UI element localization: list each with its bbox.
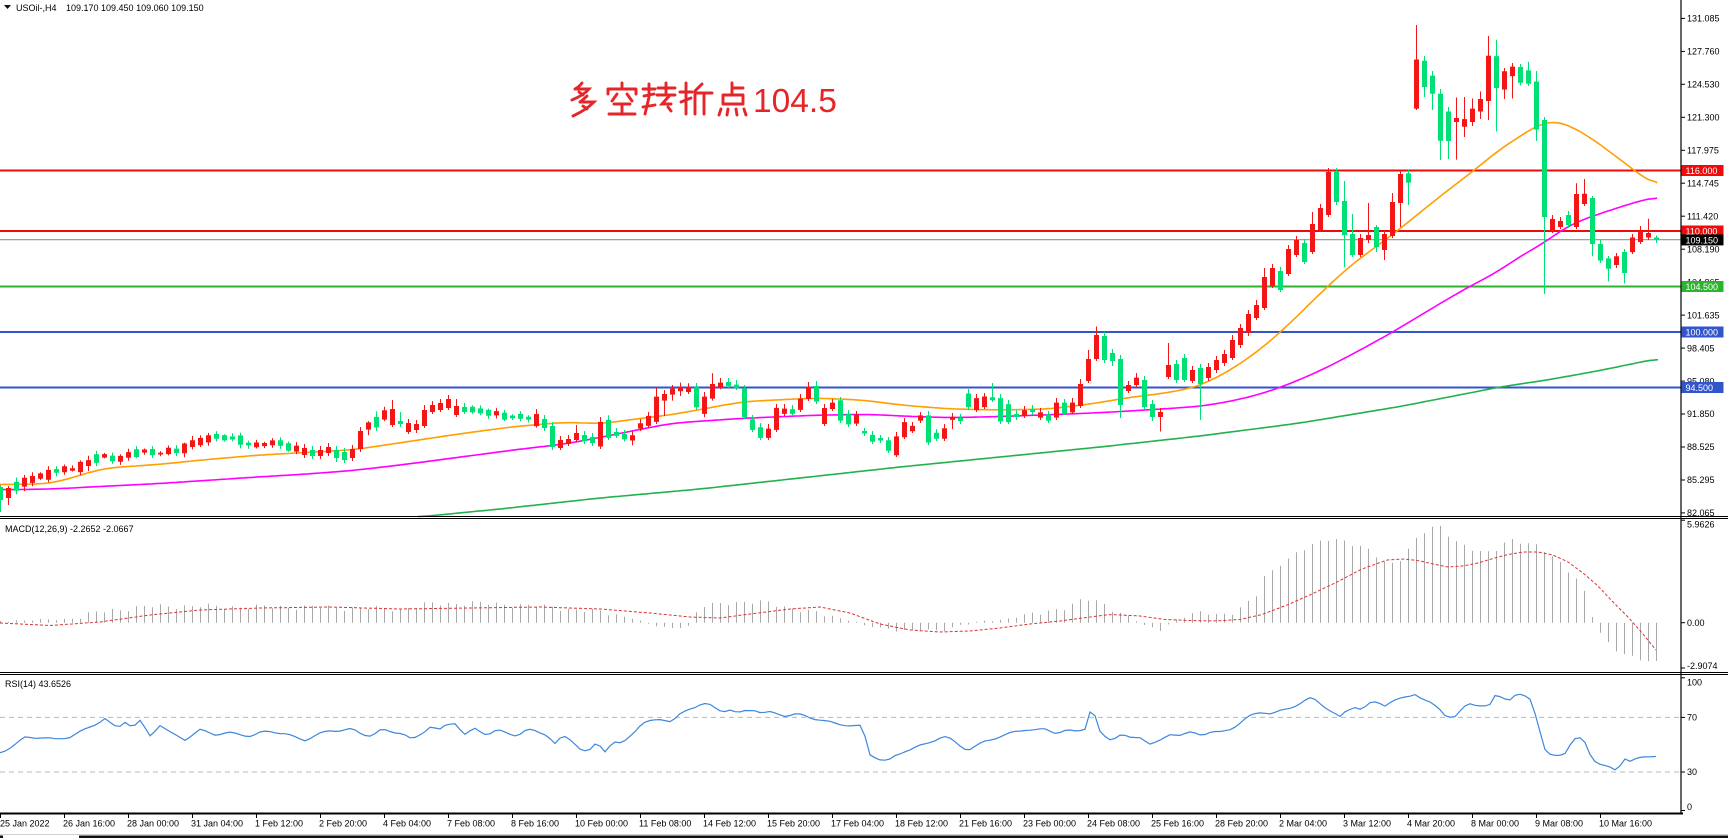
svg-text:2 Feb 20:00: 2 Feb 20:00 bbox=[319, 819, 367, 829]
svg-text:17 Feb 04:00: 17 Feb 04:00 bbox=[831, 819, 884, 829]
svg-text:94.500: 94.500 bbox=[1686, 383, 1714, 393]
svg-text:8 Mar 00:00: 8 Mar 00:00 bbox=[1471, 819, 1519, 829]
svg-text:MACD(12,26,9) -2.2652 -2.0667: MACD(12,26,9) -2.2652 -2.0667 bbox=[5, 524, 134, 534]
svg-text:15 Feb 20:00: 15 Feb 20:00 bbox=[767, 819, 820, 829]
svg-text:100: 100 bbox=[1687, 678, 1702, 688]
svg-text:101.635: 101.635 bbox=[1687, 310, 1720, 320]
svg-text:108.190: 108.190 bbox=[1687, 244, 1720, 254]
svg-text:10 Feb 00:00: 10 Feb 00:00 bbox=[575, 819, 628, 829]
svg-text:91.850: 91.850 bbox=[1687, 409, 1715, 419]
svg-text:26 Jan 16:00: 26 Jan 16:00 bbox=[63, 819, 115, 829]
svg-text:114.745: 114.745 bbox=[1687, 178, 1719, 188]
svg-text:124.530: 124.530 bbox=[1687, 80, 1720, 90]
svg-text:8 Feb 16:00: 8 Feb 16:00 bbox=[511, 819, 559, 829]
svg-text:127.760: 127.760 bbox=[1687, 47, 1720, 57]
svg-text:RSI(14) 43.6526: RSI(14) 43.6526 bbox=[5, 679, 71, 689]
svg-text:110.000: 110.000 bbox=[1686, 226, 1718, 236]
svg-text:25 Jan 2022: 25 Jan 2022 bbox=[0, 819, 50, 829]
svg-text:18 Feb 12:00: 18 Feb 12:00 bbox=[895, 819, 948, 829]
svg-text:104.500: 104.500 bbox=[1686, 282, 1719, 292]
svg-text:100.000: 100.000 bbox=[1686, 327, 1719, 337]
svg-text:7 Feb 08:00: 7 Feb 08:00 bbox=[447, 819, 495, 829]
svg-text:109.150: 109.150 bbox=[1686, 235, 1719, 245]
svg-text:109.170 109.450 109.060 109.15: 109.170 109.450 109.060 109.150 bbox=[66, 3, 204, 13]
svg-text:1 Feb 12:00: 1 Feb 12:00 bbox=[255, 819, 303, 829]
svg-text:121.300: 121.300 bbox=[1687, 113, 1720, 123]
svg-text:28 Feb 20:00: 28 Feb 20:00 bbox=[1215, 819, 1268, 829]
svg-text:82.065: 82.065 bbox=[1687, 508, 1715, 518]
svg-text:88.525: 88.525 bbox=[1687, 442, 1715, 452]
svg-text:70: 70 bbox=[1687, 713, 1697, 723]
svg-text:21 Feb 16:00: 21 Feb 16:00 bbox=[959, 819, 1012, 829]
svg-text:5.9626: 5.9626 bbox=[1687, 520, 1715, 530]
svg-text:0: 0 bbox=[1687, 802, 1692, 812]
svg-text:30: 30 bbox=[1687, 767, 1697, 777]
svg-text:31 Jan 04:00: 31 Jan 04:00 bbox=[191, 819, 243, 829]
svg-text:23 Feb 00:00: 23 Feb 00:00 bbox=[1023, 819, 1076, 829]
svg-text:11 Feb 08:00: 11 Feb 08:00 bbox=[639, 819, 691, 829]
svg-text:10 Mar 16:00: 10 Mar 16:00 bbox=[1599, 819, 1652, 829]
svg-text:25 Feb 16:00: 25 Feb 16:00 bbox=[1151, 819, 1204, 829]
svg-text:111.420: 111.420 bbox=[1687, 211, 1718, 221]
svg-text:85.295: 85.295 bbox=[1687, 475, 1715, 485]
svg-text:14 Feb 12:00: 14 Feb 12:00 bbox=[703, 819, 756, 829]
svg-text:95.080: 95.080 bbox=[1687, 376, 1715, 386]
svg-text:24 Feb 08:00: 24 Feb 08:00 bbox=[1087, 819, 1140, 829]
svg-text:116.000: 116.000 bbox=[1686, 166, 1718, 176]
svg-text:117.975: 117.975 bbox=[1687, 146, 1719, 156]
svg-text:98.405: 98.405 bbox=[1687, 343, 1715, 353]
svg-text:2 Mar 04:00: 2 Mar 04:00 bbox=[1279, 819, 1327, 829]
svg-text:-2.9074: -2.9074 bbox=[1687, 661, 1718, 671]
svg-text:3 Mar 12:00: 3 Mar 12:00 bbox=[1343, 819, 1391, 829]
svg-text:104.5: 104.5 bbox=[753, 83, 837, 120]
svg-text:USOil-,H4: USOil-,H4 bbox=[16, 3, 57, 13]
svg-text:0.00: 0.00 bbox=[1687, 618, 1705, 628]
svg-text:4 Mar 20:00: 4 Mar 20:00 bbox=[1407, 819, 1455, 829]
svg-text:131.085: 131.085 bbox=[1687, 14, 1720, 24]
svg-text:9 Mar 08:00: 9 Mar 08:00 bbox=[1535, 819, 1583, 829]
svg-text:4 Feb 04:00: 4 Feb 04:00 bbox=[383, 819, 431, 829]
svg-text:28 Jan 00:00: 28 Jan 00:00 bbox=[127, 819, 179, 829]
